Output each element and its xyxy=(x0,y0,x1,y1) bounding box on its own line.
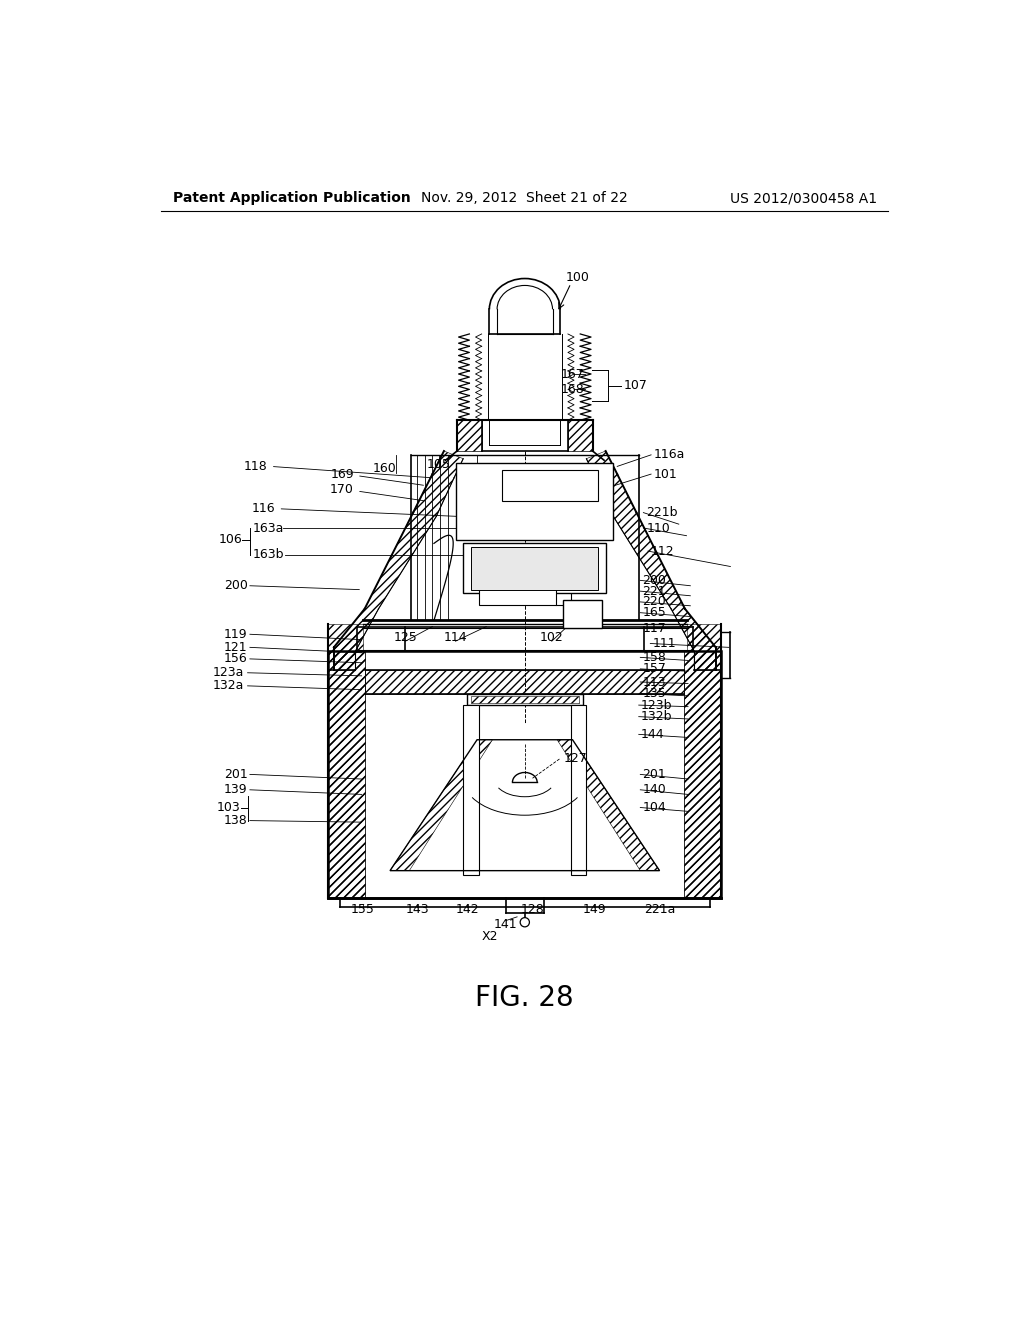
Text: 132b: 132b xyxy=(640,710,672,723)
Circle shape xyxy=(520,917,529,927)
Polygon shape xyxy=(502,470,598,502)
Text: X2: X2 xyxy=(482,931,499,944)
Text: 168: 168 xyxy=(561,383,585,396)
Text: 103: 103 xyxy=(217,801,241,814)
Text: 127: 127 xyxy=(563,752,587,766)
Polygon shape xyxy=(471,548,598,590)
Text: 101: 101 xyxy=(654,467,678,480)
Text: 167: 167 xyxy=(561,367,585,380)
Text: 123a: 123a xyxy=(213,667,245,680)
Text: 142: 142 xyxy=(456,903,479,916)
Polygon shape xyxy=(571,705,587,875)
Text: 163a: 163a xyxy=(252,521,284,535)
Text: 140: 140 xyxy=(643,783,667,796)
Text: 116: 116 xyxy=(252,502,275,515)
Text: 165: 165 xyxy=(643,606,667,619)
Text: 221b: 221b xyxy=(646,506,678,519)
Text: 111: 111 xyxy=(652,638,676,649)
Text: 157: 157 xyxy=(643,663,667,676)
Text: 102: 102 xyxy=(540,631,563,644)
Text: 119: 119 xyxy=(224,628,248,640)
Text: 121: 121 xyxy=(224,640,248,653)
Text: 201: 201 xyxy=(224,768,248,781)
Text: 155: 155 xyxy=(351,903,375,916)
Text: 138: 138 xyxy=(224,814,248,828)
Text: 100: 100 xyxy=(565,271,590,284)
Text: 144: 144 xyxy=(640,727,664,741)
Text: 201: 201 xyxy=(643,768,667,781)
Text: 143: 143 xyxy=(406,903,429,916)
Text: 135: 135 xyxy=(643,686,667,700)
Polygon shape xyxy=(463,705,478,875)
Polygon shape xyxy=(456,462,613,540)
Polygon shape xyxy=(478,582,556,605)
Text: 156: 156 xyxy=(224,652,248,665)
Text: 113: 113 xyxy=(643,676,667,689)
Text: 128: 128 xyxy=(520,903,545,916)
Polygon shape xyxy=(463,544,605,594)
Text: 107: 107 xyxy=(624,379,647,392)
Text: 141: 141 xyxy=(494,917,517,931)
Text: 116a: 116a xyxy=(654,449,685,462)
Text: Nov. 29, 2012  Sheet 21 of 22: Nov. 29, 2012 Sheet 21 of 22 xyxy=(422,191,628,206)
Text: Patent Application Publication: Patent Application Publication xyxy=(173,191,411,206)
Text: 221a: 221a xyxy=(644,903,675,916)
Text: 161: 161 xyxy=(477,462,501,475)
Text: 112: 112 xyxy=(650,545,674,557)
Text: 132a: 132a xyxy=(213,680,245,693)
Text: 117: 117 xyxy=(643,622,667,635)
Text: 200: 200 xyxy=(223,579,248,593)
Text: 170: 170 xyxy=(330,483,354,496)
Text: 169: 169 xyxy=(330,467,354,480)
Text: 110: 110 xyxy=(646,521,671,535)
Text: 160: 160 xyxy=(373,462,396,475)
Polygon shape xyxy=(467,693,583,705)
Text: 104: 104 xyxy=(643,801,667,814)
Text: 221: 221 xyxy=(643,585,667,598)
Text: 105: 105 xyxy=(427,458,451,471)
Text: US 2012/0300458 A1: US 2012/0300458 A1 xyxy=(730,191,878,206)
Text: 139: 139 xyxy=(224,783,248,796)
Text: 114: 114 xyxy=(443,631,467,644)
Text: 220: 220 xyxy=(643,595,667,609)
Text: 163b: 163b xyxy=(252,548,284,561)
Text: 118: 118 xyxy=(244,459,267,473)
Text: 125: 125 xyxy=(393,631,418,644)
Text: FIG. 28: FIG. 28 xyxy=(475,983,574,1011)
Text: 149: 149 xyxy=(583,903,606,916)
Text: 158: 158 xyxy=(643,651,667,664)
Text: 200: 200 xyxy=(643,574,667,587)
Text: 106: 106 xyxy=(218,533,243,546)
Polygon shape xyxy=(563,599,602,628)
Text: 123b: 123b xyxy=(640,698,672,711)
